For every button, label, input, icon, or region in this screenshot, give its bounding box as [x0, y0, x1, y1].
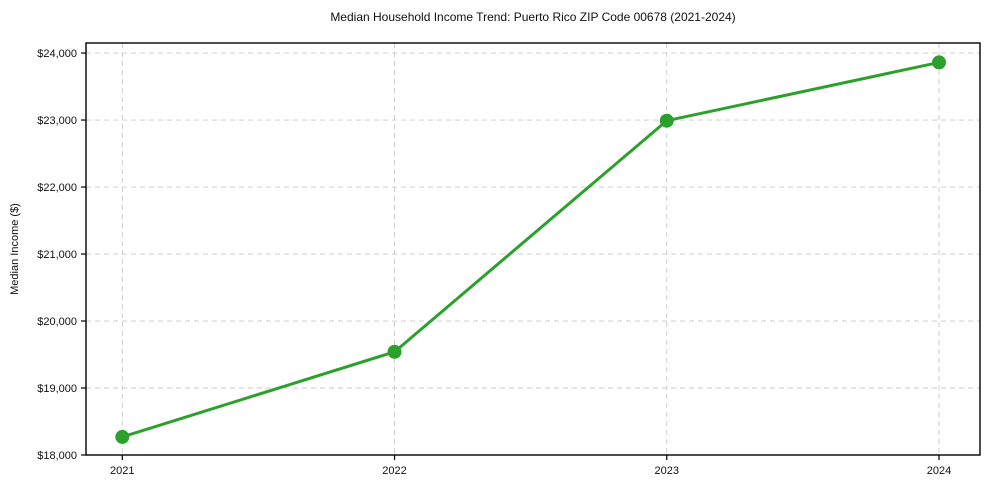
- y-tick-label: $18,000: [37, 450, 77, 462]
- y-tick-label: $24,000: [37, 48, 77, 60]
- x-tick-label: 2021: [110, 465, 134, 477]
- y-tick-label: $22,000: [37, 182, 77, 194]
- data-point: [932, 55, 946, 70]
- y-tick-label: $20,000: [37, 316, 77, 328]
- data-point: [115, 429, 130, 444]
- data-point: [387, 344, 402, 359]
- x-tick-label: 2023: [655, 465, 679, 477]
- plot-border: [85, 42, 981, 456]
- y-tick-label: $19,000: [37, 383, 77, 395]
- y-tick-label: $21,000: [37, 249, 77, 261]
- x-tick-label: 2022: [382, 465, 406, 477]
- chart-title: Median Household Income Trend: Puerto Ri…: [330, 10, 736, 24]
- y-tick-label: $23,000: [37, 115, 77, 127]
- data-point: [659, 113, 674, 128]
- trend-line: [120, 60, 941, 439]
- x-tick-label: 2024: [927, 465, 951, 477]
